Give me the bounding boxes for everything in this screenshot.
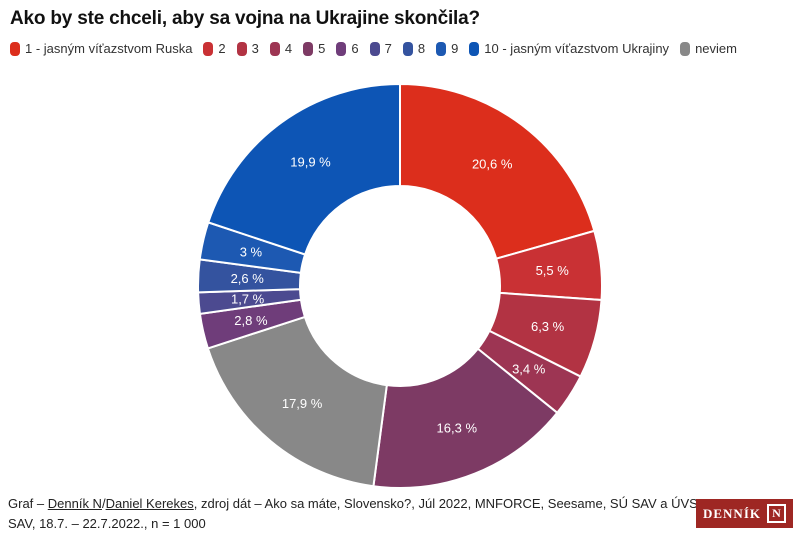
legend-item: 7 (369, 41, 392, 56)
footer-credit: Graf – Denník N/Daniel Kerekes, zdroj dá… (8, 494, 710, 534)
footer-source-text: , zdroj dát – Ako sa máte, Slovensko?, J… (8, 496, 707, 532)
slice-value-label: 16,3 % (437, 421, 478, 436)
legend-swatch-icon (436, 41, 447, 56)
legend-label: 4 (284, 41, 293, 56)
legend-swatch-icon (369, 41, 380, 56)
legend-label: 8 (417, 41, 426, 56)
legend-item: 8 (402, 41, 426, 56)
legend-label: 1 - jasným víťazstvom Ruska (25, 41, 193, 56)
legend-label: 3 (251, 41, 259, 56)
legend-label: 2 (218, 41, 226, 56)
legend-swatch-icon (336, 41, 347, 56)
chart-legend: 1 - jasným víťazstvom Ruska 2 3 4 5 6 7 8 9 10 - … (10, 41, 737, 56)
logo-n-icon: N (767, 504, 786, 523)
legend-swatch-icon (680, 41, 691, 56)
legend-label: 5 (318, 41, 326, 56)
legend-label: 7 (384, 41, 392, 56)
page-title: Ako by ste chceli, aby sa vojna na Ukraj… (10, 8, 480, 29)
slice-value-label: 3,4 % (512, 361, 546, 376)
legend-item: 5 (303, 41, 325, 56)
legend-swatch-icon (402, 41, 413, 56)
legend-swatch-icon (303, 41, 314, 56)
slice-value-label: 6,3 % (531, 319, 565, 334)
legend-item: 4 (269, 41, 293, 56)
donut-slice (399, 83, 596, 260)
slice-value-label: 1,7 % (231, 292, 265, 307)
footer-link-dennikn[interactable]: Denník N (47, 496, 102, 511)
donut-slice (207, 83, 401, 256)
logo-wordmark: DENNÍK (702, 505, 761, 521)
legend-item: 10 - jasným víťazstvom Ukrajiny (469, 41, 669, 56)
donut-slice (372, 347, 559, 489)
legend-swatch-icon (236, 41, 247, 56)
legend-swatch-icon (269, 41, 280, 56)
legend-label: neviem (695, 41, 737, 56)
slice-value-label: 17,9 % (282, 396, 323, 411)
legend-label: 9 (451, 41, 459, 56)
legend-item: 2 (203, 41, 226, 56)
slice-value-label: 3 % (240, 244, 263, 259)
legend-item: 6 (336, 41, 359, 56)
slice-value-label: 19,9 % (290, 154, 331, 169)
legend-label: 10 - jasným víťazstvom Ukrajiny (484, 41, 670, 56)
dennikn-logo[interactable]: DENNÍK N (695, 499, 793, 528)
footer-link-author[interactable]: Daniel Kerekes (105, 496, 194, 511)
slice-value-label: 5,5 % (536, 263, 570, 278)
legend-swatch-icon (203, 41, 214, 56)
legend-item: 3 (236, 41, 259, 56)
legend-swatch-icon (469, 41, 480, 56)
slice-value-label: 2,6 % (231, 271, 265, 286)
slice-value-label: 2,8 % (234, 313, 268, 328)
legend-label: 6 (351, 41, 359, 56)
footer-prefix: Graf – (8, 496, 48, 511)
legend-item: neviem (680, 41, 737, 56)
legend-item: 1 - jasným víťazstvom Ruska (10, 41, 192, 56)
slice-value-label: 20,6 % (472, 156, 513, 171)
donut-slice (206, 315, 388, 488)
legend-swatch-icon (10, 41, 20, 56)
legend-item: 9 (436, 41, 458, 56)
footer-separator: / (101, 496, 106, 511)
